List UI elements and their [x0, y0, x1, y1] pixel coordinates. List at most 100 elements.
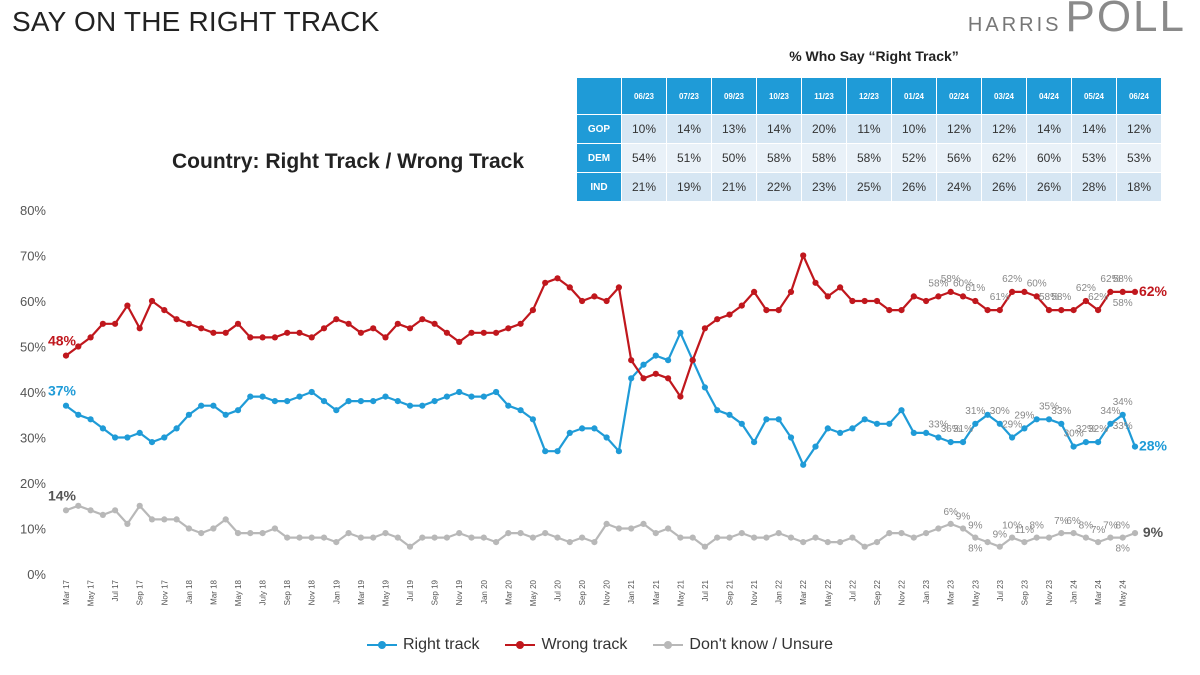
data-point-wrong-track [554, 275, 561, 282]
data-point-unsure [99, 511, 106, 518]
data-point-wrong-track [1107, 288, 1114, 295]
table-cell: 23% [801, 172, 847, 202]
data-point-right-track [542, 448, 549, 455]
data-point-right-track [222, 411, 229, 418]
data-point-wrong-track [222, 329, 229, 336]
data-label: 9% [1143, 524, 1164, 540]
data-label: 8% [1115, 544, 1130, 555]
x-tick-label: Jul 20 [553, 579, 562, 601]
data-point-right-track [87, 416, 94, 423]
data-point-unsure [579, 534, 586, 541]
data-point-unsure [173, 516, 180, 523]
data-point-right-track [775, 416, 782, 423]
data-point-unsure [910, 534, 917, 541]
data-point-wrong-track [394, 320, 401, 327]
data-label: 6% [943, 507, 958, 518]
data-label: 36% [941, 424, 961, 435]
data-point-right-track [480, 393, 487, 400]
table-cell: 12% [1116, 114, 1162, 144]
legend-swatch-icon [367, 641, 397, 649]
data-point-right-track [591, 425, 598, 432]
x-tick-label: Mar 17 [62, 579, 71, 604]
data-point-unsure [468, 534, 475, 541]
data-label: 32% [1088, 424, 1108, 435]
data-point-unsure [136, 502, 143, 509]
data-point-wrong-track [947, 288, 954, 295]
data-point-unsure [738, 530, 745, 537]
data-point-wrong-track [787, 288, 795, 295]
data-point-right-track [62, 402, 70, 409]
data-point-right-track [382, 393, 389, 400]
data-label: 62% [1139, 283, 1168, 299]
data-point-unsure [591, 539, 598, 546]
data-point-unsure [751, 534, 758, 541]
data-point-wrong-track [873, 297, 881, 305]
data-point-wrong-track [542, 279, 549, 286]
x-tick-label: Jan 20 [480, 579, 489, 604]
data-point-wrong-track [972, 297, 979, 305]
chart-legend: Right track Wrong track Don't know / Uns… [0, 636, 1200, 654]
legend-item-right-track: Right track [367, 636, 479, 654]
data-point-right-track [824, 425, 831, 432]
data-point-wrong-track [910, 293, 917, 300]
data-label: 60% [953, 278, 973, 289]
data-label: 33% [928, 420, 948, 431]
data-point-right-track [320, 398, 328, 405]
data-point-right-track [935, 434, 942, 441]
column-header: 03/24 [981, 77, 1027, 115]
x-tick-label: May 22 [824, 579, 833, 606]
table-cell: 52% [891, 143, 937, 173]
data-label: 30% [990, 406, 1010, 417]
data-point-unsure [124, 520, 131, 527]
table-cell: 10% [621, 114, 667, 144]
data-point-unsure [947, 520, 954, 527]
data-point-right-track [1070, 443, 1077, 450]
data-point-right-track [1009, 434, 1016, 441]
data-point-right-track [75, 411, 82, 418]
table-cell: 26% [1026, 172, 1072, 202]
data-point-wrong-track [468, 329, 475, 336]
data-label: 8% [1079, 521, 1094, 532]
data-label: 32% [1076, 424, 1096, 435]
data-point-right-track [640, 361, 647, 368]
data-point-right-track [247, 393, 254, 400]
data-point-wrong-track [984, 307, 991, 314]
data-point-right-track [333, 407, 340, 414]
data-point-unsure [566, 539, 573, 546]
data-label: 48% [48, 333, 77, 349]
data-label: 62% [1088, 292, 1108, 303]
data-point-wrong-track [714, 316, 721, 323]
data-label: 58% [941, 274, 961, 285]
column-header: 07/23 [666, 77, 712, 115]
data-point-right-track [99, 425, 106, 432]
data-point-unsure [714, 534, 721, 541]
data-point-wrong-track [87, 334, 94, 341]
data-point-right-track [468, 393, 475, 400]
data-label: 34% [1100, 406, 1120, 417]
data-point-right-track [406, 402, 414, 409]
data-point-wrong-track [210, 329, 217, 336]
data-point-wrong-track [837, 284, 844, 291]
data-label: 29% [1014, 410, 1034, 421]
data-label: 31% [953, 424, 973, 435]
table-cell: 50% [711, 143, 757, 173]
data-point-unsure [370, 534, 377, 541]
table-cell: 21% [621, 172, 667, 202]
x-tick-label: Nov 20 [603, 579, 612, 605]
data-point-right-track [1021, 425, 1028, 432]
data-point-right-track [1033, 416, 1040, 423]
data-point-wrong-track [726, 311, 733, 318]
brand-big-text: POLL [1065, 0, 1186, 41]
x-tick-label: May 17 [87, 579, 96, 606]
table-row-gop: GOP 10% 14% 13% 14% 20% 11% 10% 12% 12% … [576, 114, 1162, 144]
data-point-unsure [603, 520, 610, 527]
data-point-unsure [861, 543, 868, 550]
data-point-right-track [714, 407, 721, 414]
table-cell: 14% [1071, 114, 1117, 144]
line-chart: 0% 10% 20% 30% 40% 50% 60% 70% 80% Mar 17 May 17 Ju… [20, 203, 1168, 606]
data-point-wrong-track [628, 357, 635, 364]
table-cell: 13% [711, 114, 757, 144]
data-point-wrong-track [812, 279, 819, 286]
data-point-unsure [824, 539, 831, 546]
data-label: 9% [956, 512, 971, 523]
